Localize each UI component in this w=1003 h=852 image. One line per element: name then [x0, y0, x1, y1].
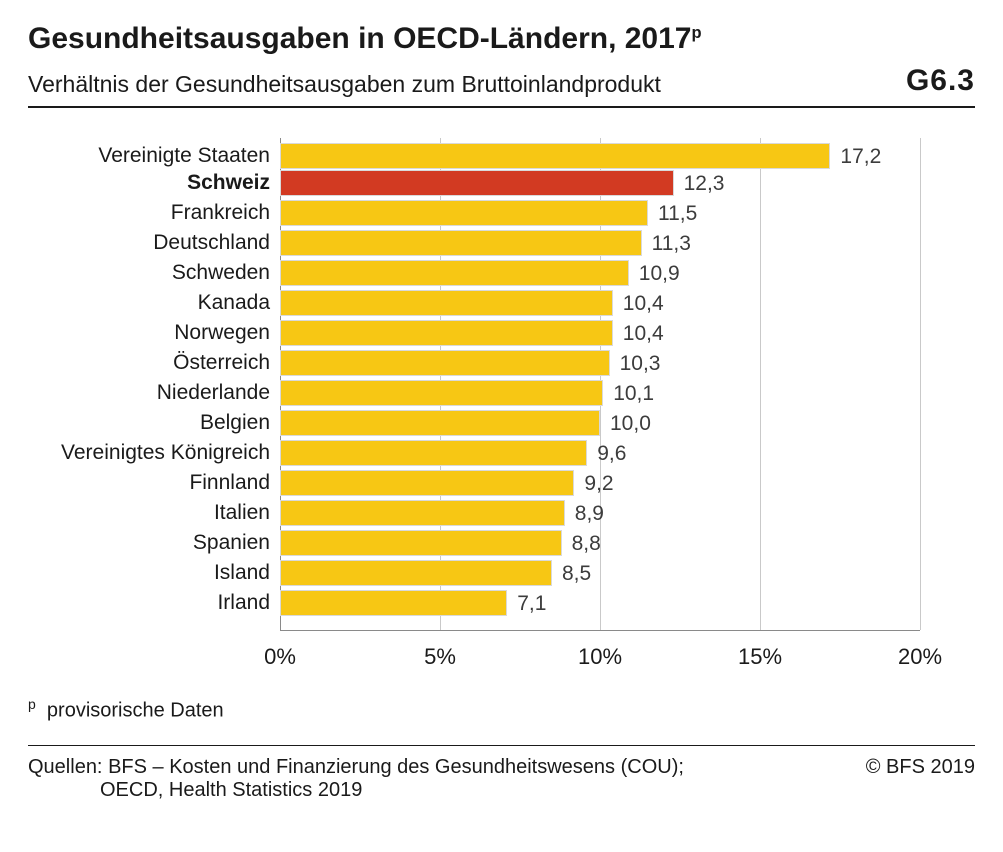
category-label: Norwegen [28, 321, 280, 345]
bar [280, 290, 613, 316]
bar [280, 530, 562, 556]
x-tick-label: 15% [738, 644, 782, 670]
x-tick-label: 10% [578, 644, 622, 670]
bar [280, 143, 830, 169]
bar-row: Schweiz 12,3 [28, 168, 920, 198]
footer-rule [28, 745, 975, 746]
value-label: 9,2 [584, 472, 613, 496]
bar [280, 590, 507, 616]
bar-row: Kanada 10,4 [28, 288, 920, 318]
bar-row: Vereinigtes Königreich 9,6 [28, 438, 920, 468]
chart-subtitle: Verhältnis der Gesundheitsausgaben zum B… [28, 71, 661, 98]
bar [280, 260, 629, 286]
category-label: Island [28, 561, 280, 585]
value-label: 11,3 [652, 232, 691, 256]
figure-number: G6.3 [906, 64, 975, 98]
category-label: Vereinigtes Königreich [28, 441, 280, 465]
value-label: 10,1 [613, 382, 654, 406]
category-label: Niederlande [28, 381, 280, 405]
bar-row: Italien 8,9 [28, 498, 920, 528]
value-label: 17,2 [840, 145, 881, 169]
x-tick-label: 20% [898, 644, 942, 670]
bar [280, 500, 565, 526]
value-label: 11,5 [658, 202, 697, 226]
bar [280, 200, 648, 226]
bar-row: Österreich 10,3 [28, 348, 920, 378]
value-label: 10,4 [623, 322, 664, 346]
bar [280, 350, 610, 376]
x-tick-label: 0% [264, 644, 296, 670]
value-label: 8,5 [562, 562, 591, 586]
copyright: © BFS 2019 [866, 756, 975, 779]
source-citation: Quellen: BFS – Kosten und Finanzierung d… [28, 756, 684, 802]
bar-row: Spanien 8,8 [28, 528, 920, 558]
bar [280, 230, 642, 256]
bar-row: Niederlande 10,1 [28, 378, 920, 408]
value-label: 10,4 [623, 292, 664, 316]
value-label: 9,6 [597, 442, 626, 466]
bar [280, 560, 552, 586]
bar-row: Island 8,5 [28, 558, 920, 588]
value-label: 12,3 [684, 172, 725, 196]
category-label: Irland [28, 591, 280, 615]
x-axis: 0%5%10%15%20% [280, 644, 920, 672]
category-label: Schweden [28, 261, 280, 285]
category-label: Frankreich [28, 201, 280, 225]
bar-row: Vereinigte Staaten 17,2 [28, 138, 920, 168]
chart-title: Gesundheitsausgaben in OECD-Ländern, 201… [28, 22, 702, 56]
bar [280, 320, 613, 346]
bar [280, 380, 603, 406]
category-label: Schweiz [28, 171, 280, 195]
category-label: Belgien [28, 411, 280, 435]
category-label: Italien [28, 501, 280, 525]
gridline [920, 138, 921, 630]
bar-row: Finnland 9,2 [28, 468, 920, 498]
category-label: Spanien [28, 531, 280, 555]
value-label: 8,8 [572, 532, 601, 556]
x-tick-label: 5% [424, 644, 456, 670]
bar-row: Deutschland 11,3 [28, 228, 920, 258]
value-label: 8,9 [575, 502, 604, 526]
bar-row: Belgien 10,0 [28, 408, 920, 438]
bar-row: Irland 7,1 [28, 588, 920, 618]
bar-chart: Vereinigte Staaten17,2Schweiz12,3Frankre… [28, 138, 975, 674]
category-label: Vereinigte Staaten [28, 144, 280, 168]
bar-row: Schweden 10,9 [28, 258, 920, 288]
value-label: 7,1 [517, 592, 546, 616]
value-label: 10,9 [639, 262, 680, 286]
category-label: Kanada [28, 291, 280, 315]
bar [280, 440, 587, 466]
footnote: p provisorische Daten [28, 696, 975, 723]
bar-row: Frankreich 11,5 [28, 198, 920, 228]
bar [280, 470, 574, 496]
value-label: 10,0 [610, 412, 651, 436]
x-axis-line [280, 630, 920, 631]
value-label: 10,3 [620, 352, 661, 376]
category-label: Deutschland [28, 231, 280, 255]
bar-highlight [280, 170, 674, 196]
bar [280, 410, 600, 436]
category-label: Österreich [28, 351, 280, 375]
header-rule [28, 106, 975, 108]
bar-row: Norwegen 10,4 [28, 318, 920, 348]
category-label: Finnland [28, 471, 280, 495]
